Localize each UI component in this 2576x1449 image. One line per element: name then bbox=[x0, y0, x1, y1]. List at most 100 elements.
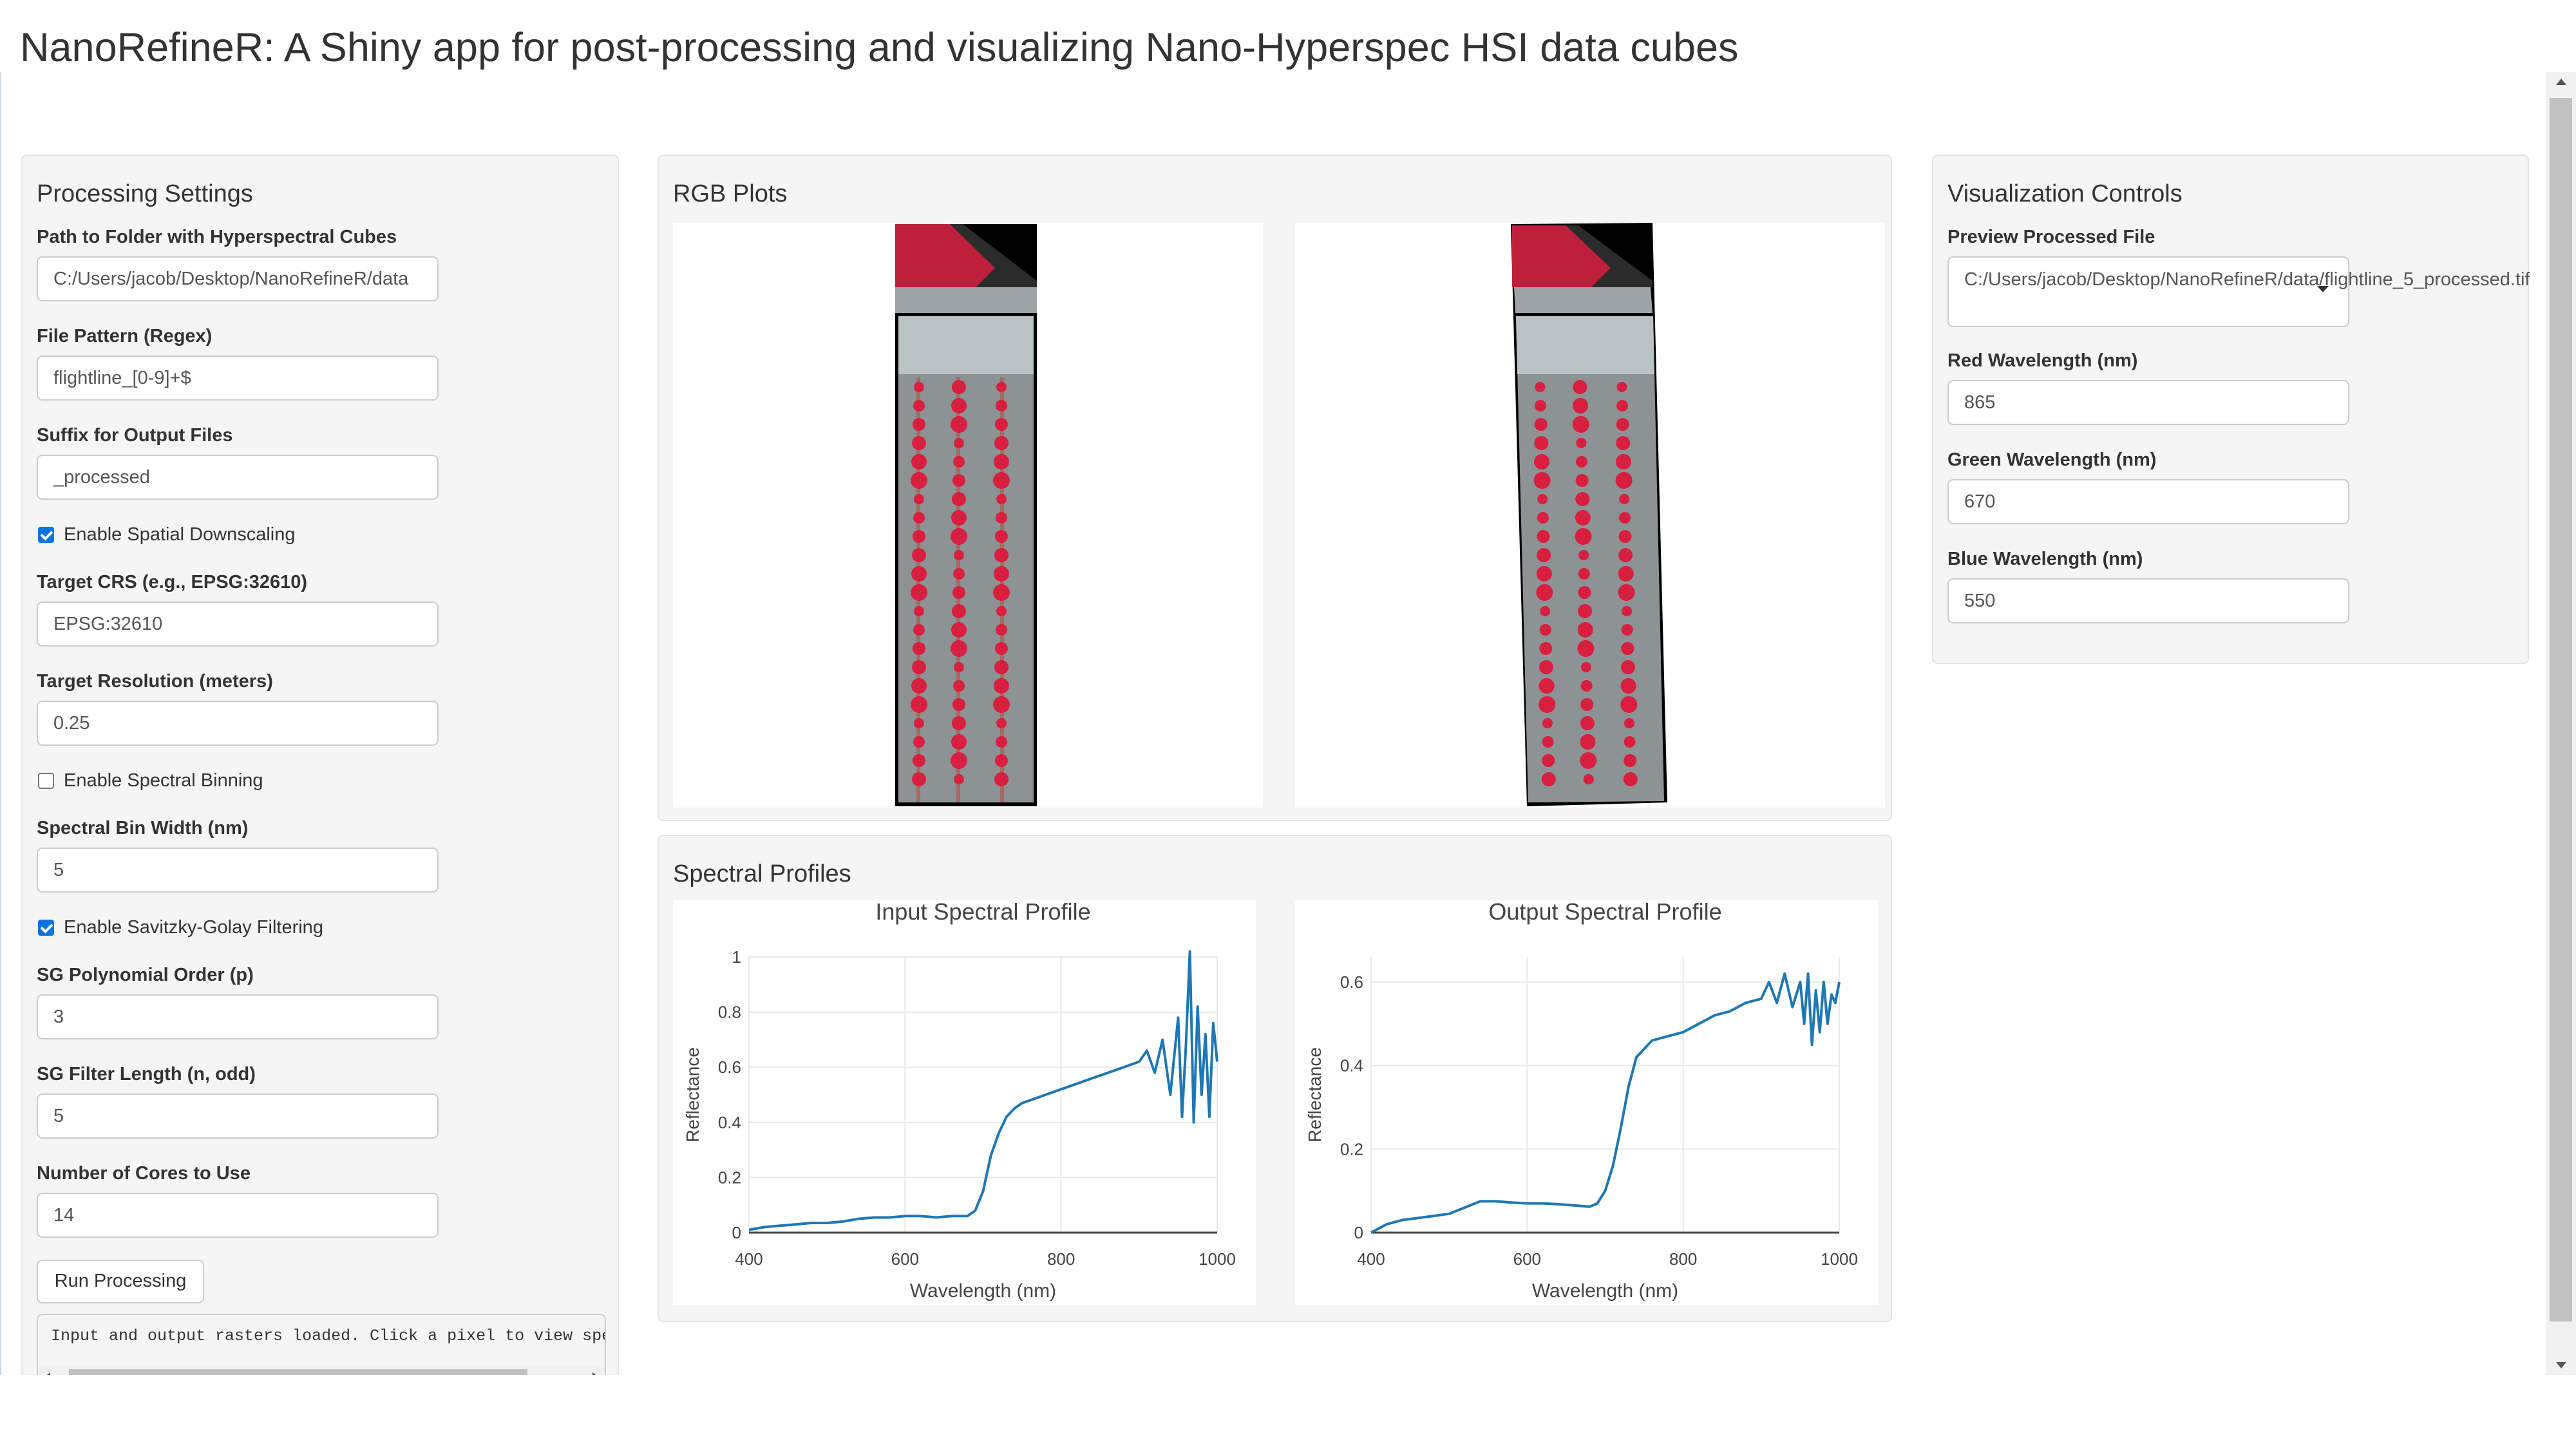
resolution-input[interactable]: 0.25 bbox=[37, 701, 439, 746]
canopy-mark bbox=[952, 474, 965, 487]
green-wavelength-input[interactable]: 670 bbox=[1947, 479, 2349, 524]
red-wavelength-input[interactable]: 865 bbox=[1947, 380, 2349, 425]
y-axis-label: Reflectance bbox=[683, 1047, 703, 1142]
output-spectral-plot[interactable]: Output Spectral Profile 400 600 800 1000 0 0.2… bbox=[1295, 898, 1878, 1305]
processing-settings-title: Processing Settings bbox=[37, 180, 253, 207]
suffix-input[interactable]: _processed bbox=[37, 455, 439, 500]
canopy-mark bbox=[995, 754, 1008, 767]
binning-checkbox[interactable] bbox=[38, 773, 54, 789]
canopy-mark bbox=[911, 454, 927, 469]
canopy-mark bbox=[1615, 472, 1633, 489]
canopy-mark bbox=[1618, 512, 1631, 524]
x-tick-label: 800 bbox=[1047, 1249, 1075, 1269]
canopy-mark bbox=[996, 606, 1007, 616]
output-spectral-chart[interactable]: Output Spectral Profile 400 600 800 1000 0 0.2… bbox=[1295, 898, 1878, 1305]
canopy-mark bbox=[951, 622, 967, 638]
canopy-mark bbox=[1616, 436, 1631, 450]
canopy-mark bbox=[1578, 586, 1591, 599]
path-input[interactable]: C:/Users/jacob/Desktop/NanoRefineR/data bbox=[37, 256, 439, 301]
rgb-red-canopies bbox=[911, 380, 1010, 786]
y-axis-label: Reflectance bbox=[1305, 1047, 1325, 1142]
canopy-mark bbox=[994, 678, 1009, 694]
preview-file-select[interactable]: C:/Users/jacob/Desktop/NanoRefineR/data/… bbox=[1947, 256, 2530, 327]
canopy-mark bbox=[1536, 566, 1552, 582]
canopy-mark bbox=[951, 734, 967, 750]
preview-file-value: C:/Users/jacob/Desktop/NanoRefineR/data/… bbox=[1964, 269, 2530, 290]
x-tick-label: 1000 bbox=[1198, 1249, 1236, 1269]
canopy-mark bbox=[913, 530, 925, 543]
blue-wavelength-label: Blue Wavelength (nm) bbox=[1947, 549, 2143, 569]
rgb-plots-panel: RGB Plots bbox=[658, 155, 1892, 821]
canopy-mark bbox=[1539, 678, 1555, 694]
pattern-input[interactable]: flightline_[0-9]+$ bbox=[37, 355, 439, 401]
console-scroll-thumb[interactable] bbox=[69, 1369, 527, 1375]
canopy-mark bbox=[1535, 400, 1547, 412]
canopy-mark bbox=[954, 662, 964, 672]
canopy-mark bbox=[993, 472, 1010, 489]
canopy-mark bbox=[996, 494, 1007, 504]
run-processing-button[interactable]: Run Processing bbox=[37, 1260, 204, 1303]
canopy-mark bbox=[1536, 584, 1553, 601]
blue-wavelength-input[interactable]: 550 bbox=[1947, 578, 2349, 623]
canopy-mark bbox=[914, 606, 924, 616]
downscale-checkbox[interactable] bbox=[38, 527, 54, 543]
crs-input[interactable]: EPSG:32610 bbox=[37, 601, 439, 647]
input-rgb-plot[interactable] bbox=[673, 223, 1263, 808]
visualization-controls-panel: Visualization Controls Preview Processed… bbox=[1932, 155, 2530, 664]
scroll-left-arrow[interactable] bbox=[44, 1372, 50, 1375]
canopy-mark bbox=[951, 510, 967, 526]
canopy-mark bbox=[1575, 528, 1592, 545]
canopy-mark bbox=[994, 772, 1009, 786]
canopy-mark bbox=[911, 566, 927, 582]
chevron-down-icon[interactable] bbox=[2317, 286, 2329, 292]
reflectance-series-line bbox=[1370, 972, 1841, 1234]
scroll-up-arrow[interactable] bbox=[2556, 79, 2566, 85]
canopy-mark bbox=[994, 436, 1009, 450]
binwidth-input[interactable]: 5 bbox=[37, 848, 439, 893]
canopy-mark bbox=[1534, 436, 1549, 450]
scroll-down-arrow[interactable] bbox=[2556, 1362, 2566, 1368]
downscale-checkbox-label: Enable Spatial Downscaling bbox=[64, 524, 296, 545]
canopy-mark bbox=[911, 472, 927, 489]
canopy-mark bbox=[1542, 718, 1553, 728]
canopy-mark bbox=[912, 436, 926, 450]
canopy-mark bbox=[913, 512, 925, 524]
sg-order-input[interactable]: 3 bbox=[37, 994, 439, 1039]
output-rgb-plot[interactable] bbox=[1295, 223, 1885, 808]
input-spectral-chart[interactable]: Input Spectral Profile 400 600 800 1000 0 0.2 0… bbox=[673, 898, 1256, 1305]
suffix-label: Suffix for Output Files bbox=[37, 425, 233, 446]
canopy-mark bbox=[1620, 696, 1638, 713]
canopy-mark bbox=[1541, 772, 1556, 786]
cores-input[interactable]: 14 bbox=[37, 1193, 439, 1238]
canopy-mark bbox=[1576, 438, 1587, 448]
console-hscrollbar[interactable] bbox=[38, 1367, 605, 1375]
canopy-mark bbox=[1621, 642, 1634, 655]
sg-length-input[interactable]: 5 bbox=[37, 1094, 439, 1139]
chart-title: Input Spectral Profile bbox=[875, 900, 1090, 925]
canopy-mark bbox=[1572, 416, 1589, 433]
canopy-mark bbox=[1534, 418, 1548, 431]
canopy-mark bbox=[1620, 678, 1636, 694]
canopy-mark bbox=[995, 418, 1008, 431]
scroll-right-arrow[interactable] bbox=[592, 1372, 598, 1375]
canopy-mark bbox=[994, 548, 1009, 562]
canopy-mark bbox=[954, 550, 964, 560]
page-scroll-thumb[interactable] bbox=[2550, 98, 2572, 1321]
pattern-label: File Pattern (Regex) bbox=[37, 326, 213, 346]
canopy-mark bbox=[912, 548, 926, 562]
canopy-mark bbox=[1622, 606, 1633, 616]
input-spectral-plot[interactable]: Input Spectral Profile 400 600 800 1000 0 0.2 0… bbox=[673, 898, 1256, 1305]
canopy-mark bbox=[913, 736, 925, 748]
canopy-mark bbox=[1573, 380, 1587, 394]
canopy-mark bbox=[1578, 604, 1593, 618]
canopy-mark bbox=[951, 398, 967, 413]
canopy-mark bbox=[1578, 568, 1590, 580]
y-tick-label: 0.8 bbox=[718, 1003, 741, 1022]
canopy-mark bbox=[952, 380, 966, 394]
canopy-mark bbox=[1542, 736, 1554, 748]
sg-checkbox[interactable] bbox=[38, 920, 54, 936]
page-vertical-scrollbar[interactable] bbox=[2546, 72, 2576, 1375]
input-rgb-image bbox=[895, 224, 1037, 806]
canopy-mark bbox=[994, 566, 1009, 582]
output-rgb-image bbox=[1511, 223, 1667, 806]
